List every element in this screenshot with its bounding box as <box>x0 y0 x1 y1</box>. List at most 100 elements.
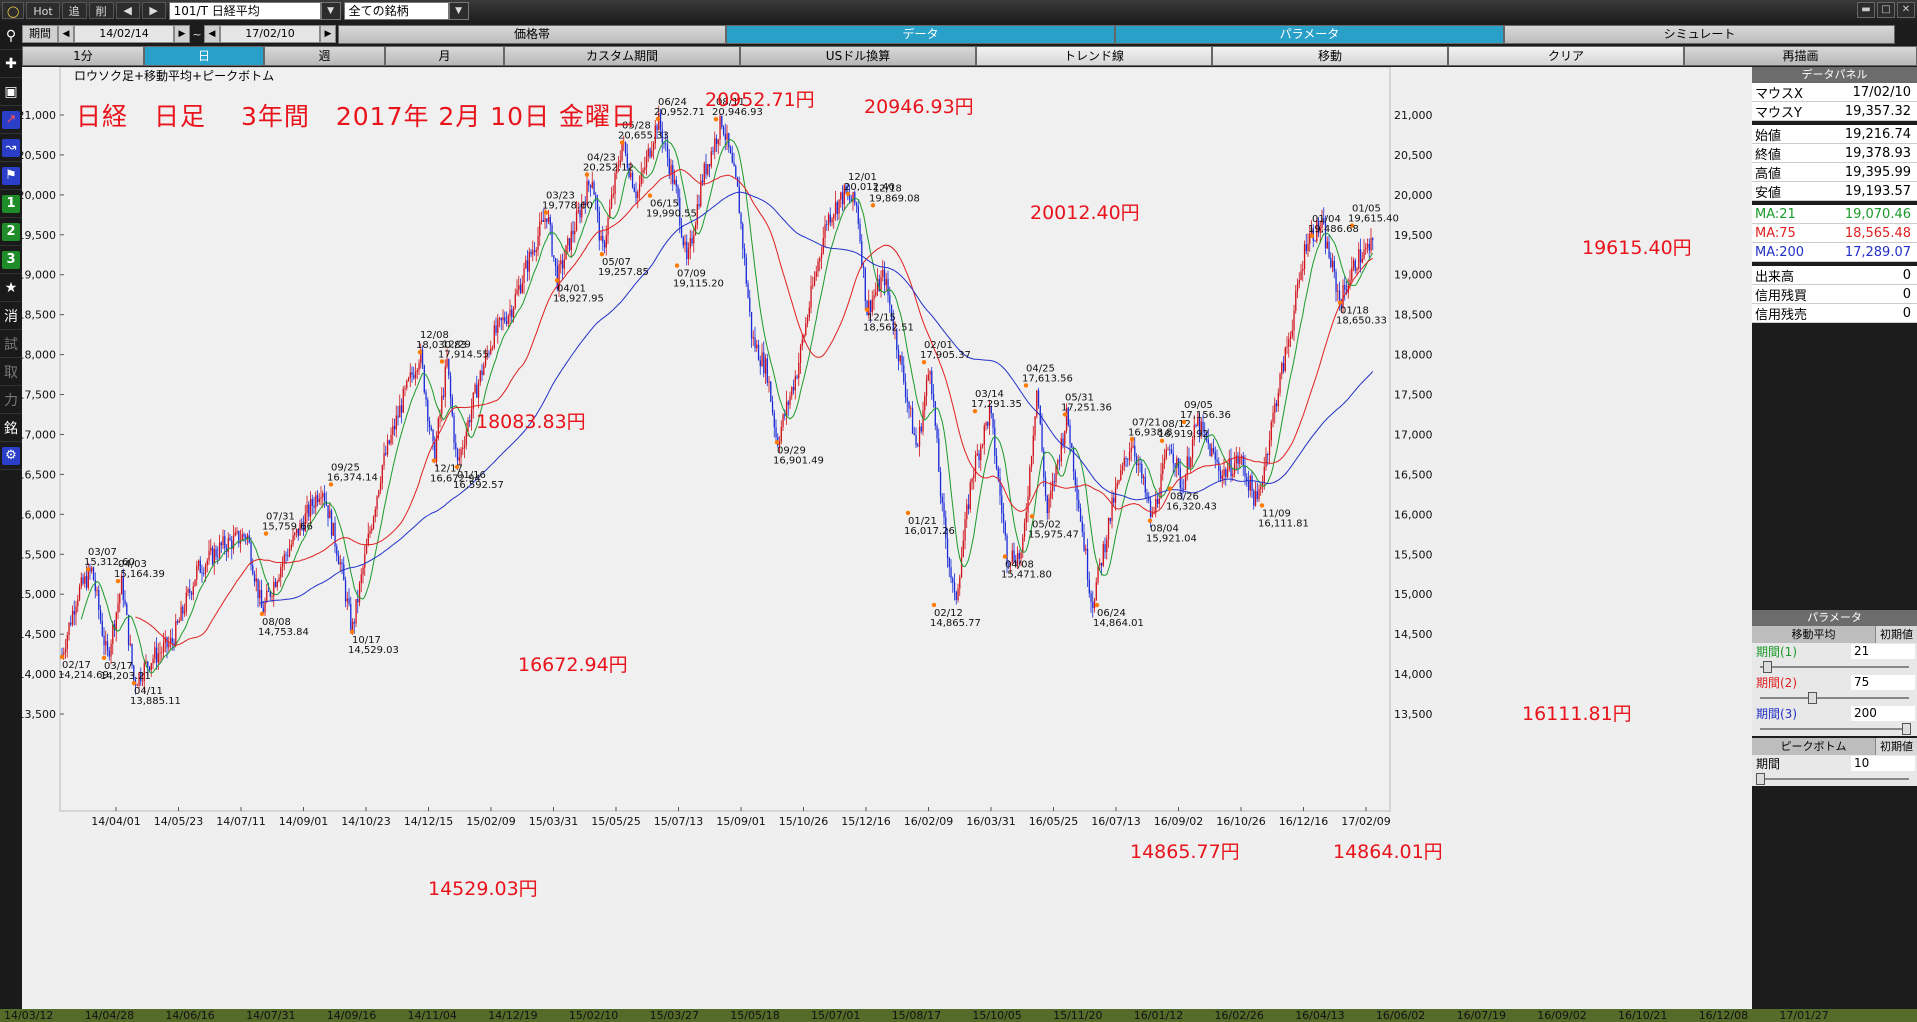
hot-button[interactable]: Hot <box>26 2 60 19</box>
candle-body <box>670 165 672 175</box>
tf-month-button[interactable]: 月 <box>385 46 504 66</box>
peak-value-label: 19,615.40 <box>1348 214 1399 225</box>
tf-1min-button[interactable]: 1分 <box>22 46 144 66</box>
symbol-dropdown-icon[interactable]: ▼ <box>320 1 341 20</box>
preset-1-button[interactable]: 1 <box>0 190 22 218</box>
chart-area[interactable]: 21,000 21,000 20,500 20,500 20,000 20,000 19,5… <box>22 67 1752 1022</box>
close-icon[interactable]: ✕ <box>1897 2 1915 18</box>
candle-body <box>346 598 348 602</box>
ma-period-2-input[interactable]: 75 <box>1851 675 1915 690</box>
tab-data[interactable]: データ <box>726 24 1115 44</box>
custom-period-button[interactable]: カスタム期間 <box>504 46 740 66</box>
redraw-button[interactable]: 再描画 <box>1684 46 1917 66</box>
to-prev-icon[interactable]: ◀ <box>204 25 220 43</box>
tf-week-button[interactable]: 週 <box>264 46 385 66</box>
candle-body <box>245 536 247 539</box>
market-dropdown-icon[interactable]: ▼ <box>448 1 469 20</box>
peak-value-label: 18,562.51 <box>863 323 914 334</box>
move-button[interactable]: 移動 <box>1212 46 1448 66</box>
maximize-icon[interactable]: □ <box>1877 2 1895 18</box>
candle-body <box>581 203 583 218</box>
slider-thumb[interactable] <box>1902 723 1912 735</box>
candle-body <box>1139 463 1141 465</box>
to-next-icon[interactable]: ▶ <box>320 25 336 43</box>
erase-button[interactable]: 消 <box>0 302 22 330</box>
peak-marker <box>1002 554 1008 559</box>
pb-period-input[interactable]: 10 <box>1851 756 1915 771</box>
preset-3-button[interactable]: 3 <box>0 246 22 274</box>
power-button[interactable]: 力 <box>0 386 22 414</box>
candle-body <box>1167 449 1169 451</box>
slider-thumb[interactable] <box>1756 773 1765 785</box>
crosshair-icon[interactable]: ✚ <box>0 50 22 78</box>
candle-body <box>1305 244 1307 252</box>
ma-period-1-slider[interactable] <box>1752 660 1917 674</box>
from-date-input[interactable]: 14/02/14 <box>74 25 174 43</box>
bulb-icon[interactable]: ◯ <box>2 2 25 19</box>
candle-body <box>731 153 733 163</box>
candle-body <box>175 621 177 646</box>
candle-body <box>1274 403 1276 413</box>
search-icon[interactable]: ⚲ <box>0 22 22 50</box>
preset-2-button[interactable]: 2 <box>0 218 22 246</box>
minimize-icon[interactable]: ▬ <box>1857 2 1875 18</box>
flag-icon[interactable]: ⚑ <box>0 162 22 190</box>
big-label-14865: 14865.77円 <box>1130 841 1240 863</box>
trendline-button[interactable]: トレンド線 <box>976 46 1212 66</box>
from-prev-icon[interactable]: ◀ <box>58 25 74 43</box>
settings-icon[interactable]: ⚙ <box>0 442 22 470</box>
ma-period-2-slider[interactable] <box>1752 691 1917 705</box>
ma-period-3-input[interactable]: 200 <box>1851 706 1915 721</box>
symbol-input[interactable]: 101/T 日経平均 <box>168 1 321 20</box>
take-button[interactable]: 取 <box>0 358 22 386</box>
chart-red-icon[interactable]: ↗ <box>0 106 22 134</box>
delete-button[interactable]: 削 <box>88 2 114 19</box>
pb-period-slider[interactable] <box>1752 772 1917 786</box>
to-date-input[interactable]: 17/02/10 <box>220 25 320 43</box>
tab-parameters[interactable]: パラメータ <box>1115 24 1504 44</box>
tf-day-button[interactable]: 日 <box>144 46 264 66</box>
tab-simulate[interactable]: シミュレート <box>1504 24 1895 44</box>
star-icon[interactable]: ★ <box>0 274 22 302</box>
symbol-button[interactable]: 銘 <box>0 414 22 442</box>
pb-period-label: 期間 <box>1756 757 1781 771</box>
market-select[interactable]: 全ての銘柄 <box>343 1 449 20</box>
peak-bottom-reset-button[interactable]: 初期値 <box>1875 738 1917 755</box>
candle-body <box>976 453 978 456</box>
price-chart[interactable]: 21,000 21,000 20,500 20,500 20,000 20,000 19,5… <box>22 67 1752 1022</box>
candle-body <box>589 185 592 188</box>
tab-price-band[interactable]: 価格帯 <box>338 24 726 44</box>
ma-period-1-input[interactable]: 21 <box>1851 644 1915 659</box>
candle-body <box>371 528 373 531</box>
test-button[interactable]: 試 <box>0 330 22 358</box>
candle-body <box>938 438 940 472</box>
y-tick-label-right: 21,000 <box>1394 109 1433 122</box>
chart-line-icon[interactable]: ↝ <box>0 134 22 162</box>
next-symbol-icon[interactable]: ▶ <box>141 2 166 19</box>
ma-period-3-slider[interactable] <box>1752 722 1917 736</box>
candle-body <box>752 337 754 339</box>
y-tick-label-right: 13,500 <box>1394 708 1433 721</box>
candle-body <box>1057 460 1059 465</box>
candle-body <box>1165 449 1167 459</box>
slider-thumb[interactable] <box>1763 661 1773 673</box>
peak-marker <box>864 307 870 312</box>
pb-period-row: 期間 10 <box>1752 755 1917 772</box>
usd-convert-button[interactable]: USドル換算 <box>740 46 976 66</box>
camera-icon[interactable]: ▣ <box>0 78 22 106</box>
slider-thumb[interactable] <box>1808 692 1818 704</box>
candle-body <box>295 529 298 534</box>
candle-body <box>1029 466 1031 497</box>
add-button[interactable]: 追 <box>61 2 87 19</box>
candle-body <box>768 381 770 383</box>
candle-body <box>862 265 865 268</box>
candle-body <box>390 434 392 444</box>
candle-body <box>771 401 774 413</box>
from-next-icon[interactable]: ▶ <box>174 25 190 43</box>
candle-body <box>154 647 156 659</box>
clear-button[interactable]: クリア <box>1448 46 1684 66</box>
date-scrollbar[interactable]: 14/03/12 14/04/28 14/06/16 14/07/31 14/09/16… <box>0 1009 1917 1022</box>
ma-reset-button[interactable]: 初期値 <box>1875 626 1917 643</box>
candle-body <box>794 376 796 391</box>
prev-symbol-icon[interactable]: ◀ <box>115 2 140 19</box>
